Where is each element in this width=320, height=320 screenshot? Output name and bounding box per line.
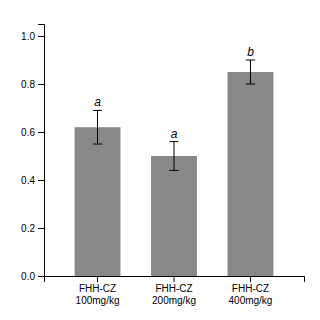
x-tick-label-line: 100mg/kg <box>76 295 120 306</box>
stat-label: a <box>94 95 101 109</box>
y-axis-line <box>38 25 45 277</box>
x-tick: FHH-CZ100mg/kg <box>76 276 120 306</box>
x-axis: FHH-CZ100mg/kgFHH-CZ200mg/kgFHH-CZ400mg/… <box>45 276 305 306</box>
x-tick-label-line: FHH-CZ <box>79 283 116 294</box>
error-bar-cap <box>169 170 178 171</box>
x-tick-label: FHH-CZ200mg/kg <box>152 283 196 306</box>
error-bar-cap <box>169 141 178 142</box>
error-bar-cap <box>246 84 255 85</box>
y-tick-mark <box>38 84 44 85</box>
y-tick-label: 0.0 <box>21 271 35 282</box>
x-tick-label-line: FHH-CZ <box>155 283 192 294</box>
annotations: a a b <box>94 45 254 141</box>
y-tick-mark <box>38 132 44 133</box>
bar <box>75 127 121 276</box>
x-tick-label-line: 200mg/kg <box>152 295 196 306</box>
bar <box>151 156 197 276</box>
y-tick-mark <box>38 276 44 277</box>
y-tick: 1.0 <box>21 31 44 42</box>
y-tick-mark <box>38 36 44 37</box>
error-bar-cap <box>246 60 255 61</box>
error-bar-cap <box>93 110 102 111</box>
y-tick-label: 0.6 <box>21 127 35 138</box>
x-tick-label: FHH-CZ400mg/kg <box>229 283 273 306</box>
error-bar <box>169 142 178 171</box>
error-bar-stem <box>174 142 175 171</box>
y-axis: 0.0 0.2 0.4 0.6 0.8 1.0 <box>21 25 44 282</box>
x-tick-label: FHH-CZ100mg/kg <box>76 283 120 306</box>
x-tick-label-line: FHH-CZ <box>232 283 269 294</box>
x-tick-label-line: 400mg/kg <box>229 295 273 306</box>
x-tick-mark <box>97 276 98 282</box>
bars <box>75 60 274 276</box>
y-tick: 0.8 <box>21 79 44 90</box>
x-tick-mark <box>250 276 251 282</box>
error-bar <box>93 110 102 144</box>
error-bar-cap <box>93 144 102 145</box>
stat-label: b <box>247 45 254 59</box>
y-tick: 0.0 <box>21 271 44 282</box>
chart: 0.00.20.40.60.81.0FHH-CZ100mg/kgFHH-CZ20… <box>0 0 320 320</box>
x-tick: FHH-CZ400mg/kg <box>229 276 273 306</box>
error-bar-stem <box>250 60 251 84</box>
x-tick-mark <box>174 276 175 282</box>
y-tick: 0.2 <box>21 223 44 234</box>
y-tick-label: 0.8 <box>21 79 35 90</box>
x-axis-line <box>45 277 305 283</box>
y-tick: 0.6 <box>21 127 44 138</box>
bar <box>228 72 274 276</box>
x-tick: FHH-CZ200mg/kg <box>152 276 196 306</box>
stat-label: a <box>171 127 178 141</box>
y-tick-mark <box>38 180 44 181</box>
error-bar-stem <box>97 110 98 144</box>
plot: 0.00.20.40.60.81.0FHH-CZ100mg/kgFHH-CZ20… <box>21 25 304 307</box>
y-tick-label: 1.0 <box>21 31 35 42</box>
y-tick-label: 0.2 <box>21 223 35 234</box>
y-tick: 0.4 <box>21 175 44 186</box>
error-bar <box>246 60 255 84</box>
y-tick-mark <box>38 228 44 229</box>
y-tick-label: 0.4 <box>21 175 35 186</box>
